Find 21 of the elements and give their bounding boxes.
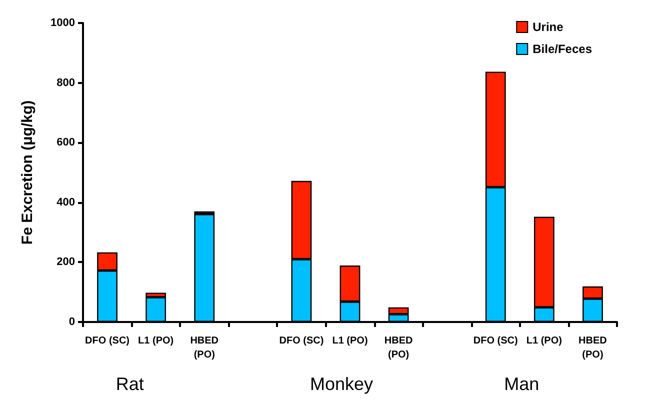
y-tick-label: 400 <box>56 196 75 208</box>
x-tick-label: DFO (SC) <box>85 336 130 346</box>
x-tick-label: L1 (PO) <box>526 336 562 346</box>
text: Rat <box>116 374 144 394</box>
y-tick-label: 600 <box>56 136 75 149</box>
text: Monkey <box>310 374 374 394</box>
legend-label: Urine <box>532 20 564 34</box>
x-tick-label: HBED (PO) <box>384 336 413 360</box>
x-tick-label: DFO (SC) <box>473 336 518 346</box>
y-tick-label: 800 <box>56 76 75 89</box>
y-tick-label: 1000 <box>50 17 75 29</box>
y-axis-title: Fe Excretion (μg/kg) <box>19 100 36 245</box>
x-tick-label: DFO (SC) <box>279 336 324 346</box>
text: Man <box>504 374 540 394</box>
y-tick-label: 200 <box>56 256 75 268</box>
x-tick-label: L1 (PO) <box>332 336 368 346</box>
x-tick-label: L1 (PO) <box>138 336 174 346</box>
legend-label: Bile/Feces <box>532 42 592 56</box>
x-tick-label: HBED (PO) <box>578 336 607 360</box>
y-tick-label: 0 <box>68 316 75 328</box>
x-tick-label: HBED (PO) <box>190 336 219 360</box>
